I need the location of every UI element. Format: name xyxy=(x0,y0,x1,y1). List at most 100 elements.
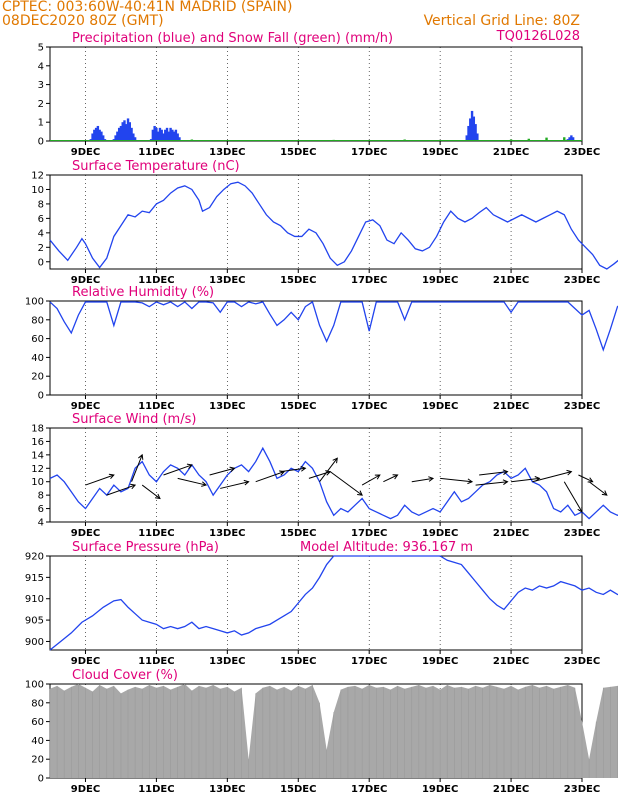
wind-arrow xyxy=(280,467,306,473)
x-tick-label: 15DEC xyxy=(280,147,316,158)
precip-bar xyxy=(476,133,479,141)
wind-arrow xyxy=(255,471,285,483)
panel-1: Surface Temperature (nC) 0 2 4 6 8 10 12 9DEC 11D… xyxy=(31,159,618,286)
panel-5: Cloud Cover (%) 0 20 40 60 80 100 9DEC 11DEC 13DE… xyxy=(25,668,618,795)
precip-bar xyxy=(467,125,470,141)
precip-bar xyxy=(156,131,160,141)
precip-bar xyxy=(116,131,119,141)
precip-bar xyxy=(126,118,130,141)
wind-arrow xyxy=(563,481,583,513)
precip-bar xyxy=(123,120,126,141)
x-tick-label: 15DEC xyxy=(280,784,316,795)
wind-arrow-head xyxy=(201,481,208,487)
x-tick-label: 21DEC xyxy=(493,528,529,539)
precip-bar xyxy=(117,127,121,141)
precip-bar xyxy=(570,135,573,141)
x-tick-label: 13DEC xyxy=(209,656,245,667)
x-tick-label: 9DEC xyxy=(71,147,100,158)
x-tick-label: 11DEC xyxy=(138,784,174,795)
x-tick-label: 17DEC xyxy=(351,147,387,158)
x-tick-label: 21DEC xyxy=(493,147,529,158)
precip-bar xyxy=(151,129,155,141)
wind-arrow xyxy=(440,477,473,483)
precip-bar xyxy=(102,135,105,141)
series-line xyxy=(49,555,618,651)
wind-arrow xyxy=(479,471,508,476)
x-tick-label: 13DEC xyxy=(209,401,245,412)
x-tick-label: 19DEC xyxy=(422,401,458,412)
precip-bar xyxy=(98,129,101,141)
wind-arrow xyxy=(141,484,161,499)
precip-bar xyxy=(178,137,181,141)
x-tick-label: 19DEC xyxy=(422,147,458,158)
precip-bar xyxy=(96,125,100,141)
precip-bar xyxy=(91,133,94,141)
x-tick-label: 13DEC xyxy=(209,147,245,158)
y-tick-label: 12 xyxy=(31,171,44,182)
x-tick-label: 17DEC xyxy=(351,528,387,539)
y-tick-label: 5 xyxy=(38,43,44,54)
y-tick-label: 1 xyxy=(38,118,44,129)
y-tick-label: 0 xyxy=(38,391,44,402)
x-tick-label: 19DEC xyxy=(422,275,458,286)
precip-bar xyxy=(571,137,575,141)
y-tick-label: 0 xyxy=(38,257,44,268)
wind-arrow-head xyxy=(186,463,193,469)
wind-arrow xyxy=(411,477,434,483)
y-tick-label: 920 xyxy=(25,552,44,563)
x-tick-label: 17DEC xyxy=(351,275,387,286)
panel-0: Precipitation (blue) and Snow Fall (gree… xyxy=(38,31,601,158)
wind-arrow-head xyxy=(229,466,236,473)
precip-bar xyxy=(465,135,468,141)
y-tick-label: 16 xyxy=(31,437,44,448)
y-tick-label: 100 xyxy=(25,680,44,691)
x-tick-label: 9DEC xyxy=(71,275,100,286)
y-tick-label: 6 xyxy=(38,504,44,515)
precip-bar xyxy=(162,133,165,141)
panel-title: Surface Temperature (nC) xyxy=(72,159,240,174)
wind-arrow-head xyxy=(154,493,161,500)
header-code: TQ0126L028 xyxy=(496,29,580,44)
precip-bar xyxy=(153,125,156,141)
precip-bar xyxy=(160,129,163,141)
wind-arrow xyxy=(163,464,193,476)
wind-arrow xyxy=(85,474,115,486)
y-tick-label: 100 xyxy=(25,297,44,308)
precip-bar xyxy=(93,129,96,141)
wind-arrow xyxy=(177,477,207,486)
y-tick-label: 40 xyxy=(31,736,44,747)
x-tick-label: 9DEC xyxy=(71,656,100,667)
x-tick-label: 11DEC xyxy=(138,401,174,412)
wind-arrow xyxy=(209,467,235,476)
wind-arrow xyxy=(578,474,593,483)
wind-arrow xyxy=(131,454,143,482)
precip-bar xyxy=(545,137,548,141)
y-tick-label: 4 xyxy=(38,518,44,529)
precip-bar xyxy=(128,122,131,141)
x-tick-label: 23DEC xyxy=(564,784,600,795)
y-tick-label: 12 xyxy=(31,464,44,475)
precip-bar xyxy=(94,127,98,141)
x-tick-label: 13DEC xyxy=(209,784,245,795)
precip-bar xyxy=(165,127,169,141)
x-tick-label: 11DEC xyxy=(138,275,174,286)
y-tick-label: 4 xyxy=(38,61,44,72)
precip-bar xyxy=(527,138,530,141)
wind-arrow-head xyxy=(108,473,115,480)
x-tick-label: 9DEC xyxy=(71,784,100,795)
y-tick-label: 915 xyxy=(25,573,44,584)
precip-bar xyxy=(125,124,128,141)
wind-arrow-head xyxy=(374,474,381,480)
wind-arrow xyxy=(532,471,572,483)
precip-bar xyxy=(100,131,103,141)
header-grid-line: Vertical Grid Line: 80Z xyxy=(424,13,580,29)
wind-arrow-head xyxy=(502,469,509,475)
precip-bar xyxy=(114,135,117,141)
y-tick-label: 18 xyxy=(31,424,44,435)
x-tick-label: 15DEC xyxy=(280,275,316,286)
wind-arrow-head xyxy=(428,476,435,482)
y-tick-label: 40 xyxy=(31,353,44,364)
panel-title: Relative Humidity (%) xyxy=(72,285,214,300)
panel-3: Surface Wind (m/s) 4 6 8 10 12 14 16 18 9DEC 11DEC… xyxy=(31,412,618,539)
precip-bar xyxy=(130,127,133,141)
